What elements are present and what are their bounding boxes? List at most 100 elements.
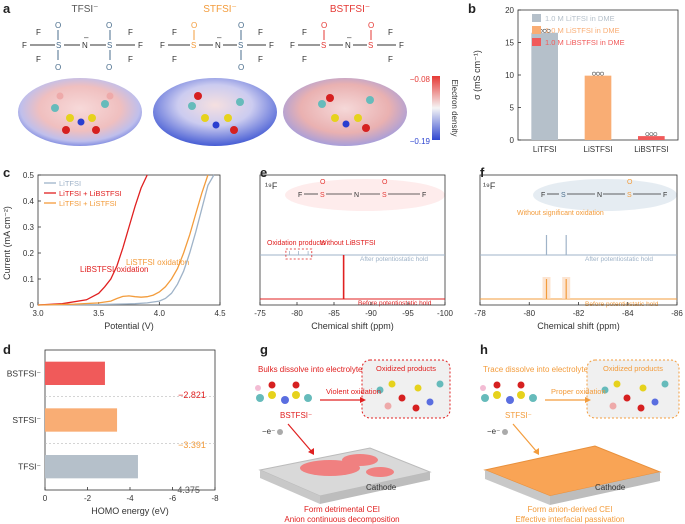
svg-text:S: S [382, 192, 387, 199]
bstfsi-inset-structure: F SO N SO F [285, 179, 445, 211]
panel-c-ylabel: Current (mA cm⁻²) [2, 206, 12, 280]
xtick-label-e: -85 [328, 309, 340, 318]
svg-text:F: F [258, 28, 263, 37]
ytick-label-c: 0 [30, 301, 35, 310]
svg-text:F: F [138, 41, 143, 50]
h-cathode-label: Cathode [595, 483, 626, 492]
panel-letter-g: g [260, 342, 268, 357]
legend-label-b: 1.0 M LiSTFSI in DME [545, 26, 620, 35]
nucleus-label-f: ¹⁹F [483, 181, 496, 191]
ytick-label-d: TFSI⁻ [18, 462, 41, 472]
svg-text:O: O [382, 179, 388, 186]
svg-text:–: – [347, 33, 352, 42]
xtick-label-f: -78 [474, 309, 486, 318]
g-products-label: Oxidized products [376, 364, 436, 373]
data-point-b [600, 71, 604, 76]
h-anion-label: STFSI⁻ [505, 411, 532, 420]
oxidation-box-e [285, 248, 313, 260]
xtick-label-e: -95 [402, 309, 414, 318]
data-point-b [645, 132, 650, 137]
svg-text:F: F [388, 55, 393, 64]
f-without-sig: Without significant oxidation [517, 210, 604, 217]
anion-label-tfsi: TFSI⁻ [72, 4, 99, 15]
xlabel-f: Chemical shift (ppm) [537, 321, 620, 331]
ytick-label-b: 20 [505, 6, 514, 15]
h-caption1: Form anion-derived CEI [528, 505, 613, 514]
svg-text:O: O [368, 21, 374, 30]
svg-text:S: S [56, 41, 61, 50]
colorbar-max: −0.08 [410, 75, 431, 84]
bar-libstfsi [638, 136, 665, 140]
panel-letter-b: b [468, 1, 476, 16]
panel-a-graphic: TFSI⁻ STFSI⁻ BSTFSI⁻ FFF S OO N– S OO FF… [18, 4, 459, 146]
g-top-label: Bulks dissolve into electrolyte [258, 365, 363, 374]
legend-label-b: 1.0 M LiBSTFSI in DME [545, 38, 625, 47]
svg-text:O: O [321, 21, 327, 30]
svg-text:S: S [627, 192, 632, 199]
electron-density-colorbar: −0.08 −0.19 Electron density [410, 75, 459, 146]
legend-label-c: LiTFSI + LiBSTFSI [59, 189, 122, 198]
anion-label-bstfsi: BSTFSI⁻ [330, 4, 370, 15]
legend-label-c: LiTFSI [59, 179, 81, 188]
xtick-label-c: 3.0 [32, 309, 44, 318]
stfsi-inset-structure: F S N SO F [533, 179, 677, 211]
svg-text:F: F [663, 192, 667, 199]
h-cathode: Cathode [483, 445, 662, 505]
svg-text:F: F [290, 41, 295, 50]
panel-letter-d: d [3, 342, 11, 357]
legend-swatch-b [532, 14, 541, 22]
axes-frame-e [259, 174, 446, 306]
ytick-label-d: STFSI⁻ [12, 415, 41, 425]
anion-label-stfsi: STFSI⁻ [203, 4, 237, 15]
panel-b: b σ (mS cm⁻¹) 0 5 10 15 20 LiTFSI LiSTFSI LiBST… [468, 0, 685, 165]
data-point-b [546, 28, 551, 33]
svg-text:F: F [399, 41, 404, 50]
annot-libstfsi: LiBSTFSI oxidation [80, 265, 148, 274]
f-before-label: Before potentiostatic hold [585, 301, 659, 308]
panel-b-chart: σ (mS cm⁻¹) 0 5 10 15 20 LiTFSI LiSTFSI LiBSTFS… [472, 6, 679, 154]
svg-text:N: N [215, 41, 221, 50]
data-point-b [653, 132, 658, 137]
svg-text:F: F [172, 28, 177, 37]
g-cathode: Cathode [258, 447, 432, 504]
series-line-c [37, 174, 148, 306]
g-anion-label: BSTFSI⁻ [280, 411, 312, 420]
legend-swatch-b [532, 26, 541, 34]
series-line-c [37, 174, 209, 306]
ytick-label-c: 0.2 [23, 249, 35, 258]
panel-h-schematic: Trace dissolve into electrolyte Oxidized… [480, 359, 680, 524]
xtick-label-e: -80 [291, 309, 303, 318]
panel-letter-f: f [480, 165, 485, 180]
xtick-label-f: -82 [573, 309, 585, 318]
svg-text:O: O [55, 21, 61, 30]
e-before-label: Before potentiostatic hold [358, 300, 432, 307]
svg-text:–: – [217, 33, 222, 42]
svg-text:N: N [345, 41, 351, 50]
data-point-b [542, 28, 547, 33]
panel-f-chart: ¹⁹F F S N SO F Without significant oxida… [474, 174, 683, 331]
svg-text:S: S [191, 41, 196, 50]
xtick-label-e: -100 [437, 309, 454, 318]
xtick-label-e: -90 [365, 309, 377, 318]
xtick-label-c: 3.5 [93, 309, 105, 318]
panel-c-chart: Current (mA cm⁻²) LiBSTFSI oxidation LiS… [2, 171, 226, 331]
bar-listfsi [584, 75, 612, 140]
esp-surface-tfsi [18, 78, 142, 146]
svg-text:O: O [55, 63, 61, 72]
data-point-b [592, 71, 596, 76]
h-electron-label: −e⁻ [487, 427, 500, 436]
f-after-label: After potentiostatic hold [585, 256, 653, 263]
svg-text:F: F [172, 55, 177, 64]
ytick-label-c: 0.5 [23, 171, 35, 180]
svg-text:F: F [298, 192, 302, 199]
svg-text:O: O [106, 63, 112, 72]
svg-text:F: F [541, 192, 545, 199]
panel-e-chart: ¹⁹F F SO N SO F Oxidation products Witho… [254, 174, 454, 331]
svg-text:F: F [128, 28, 133, 37]
nucleus-label-e: ¹⁹F [265, 181, 278, 191]
xlabel-e: Chemical shift (ppm) [311, 321, 394, 331]
ytick-label-c: 0.4 [23, 197, 35, 206]
